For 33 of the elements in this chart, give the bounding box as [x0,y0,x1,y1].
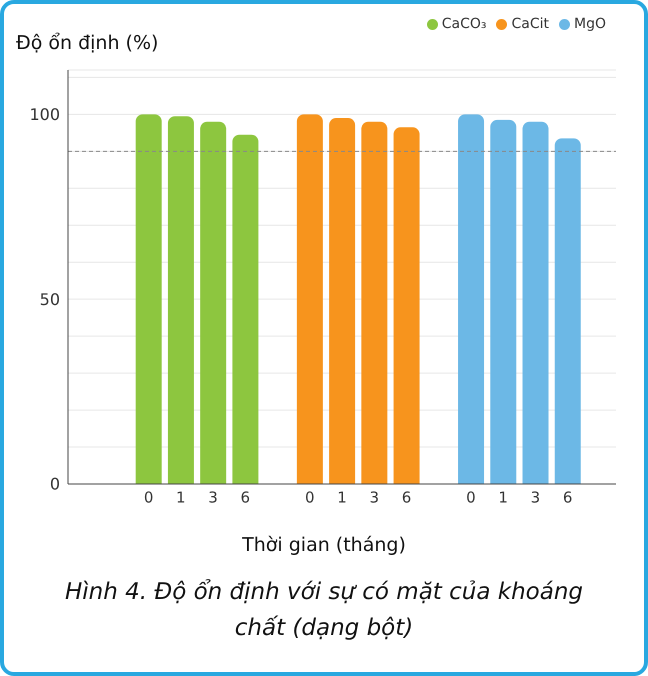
x-tick-label: 6 [562,488,572,507]
x-tick-label: 3 [369,488,380,507]
x-tick-label: 6 [402,488,412,507]
legend-label: CaCit [511,16,549,32]
bar [522,122,549,484]
legend-label: MgO [574,16,606,32]
bar [458,114,484,484]
bar [136,114,162,484]
bar [361,122,388,484]
y-axis-title: Độ ổn định (%) [16,32,158,54]
x-tick-label: 1 [337,488,347,507]
legend-label: CaCO₃ [442,16,486,32]
x-axis-title: Thời gian (tháng) [241,534,407,556]
bar [232,134,258,484]
x-tick-label: 0 [466,488,476,507]
x-tick-label: 0 [304,488,315,507]
x-tick-label: 1 [176,488,186,507]
bar [200,122,226,484]
x-tick-label: 1 [498,488,508,507]
bar [296,114,323,484]
y-tick-label: 100 [29,105,60,124]
y-tick-label: 0 [50,474,60,494]
x-tick-label: 3 [208,488,218,507]
y-tick-label: 50 [40,290,60,309]
bar [329,118,356,484]
text: Hình 4. Độ ổn định với sự có mặt của khoáng chất (dạng bột) [64,578,584,643]
bar [168,116,194,484]
x-tick-label: 6 [240,488,250,507]
x-tick-label: 3 [530,488,540,507]
bar [490,120,516,484]
bar [394,127,420,484]
bar [554,138,581,484]
x-tick-label: 0 [144,488,154,507]
